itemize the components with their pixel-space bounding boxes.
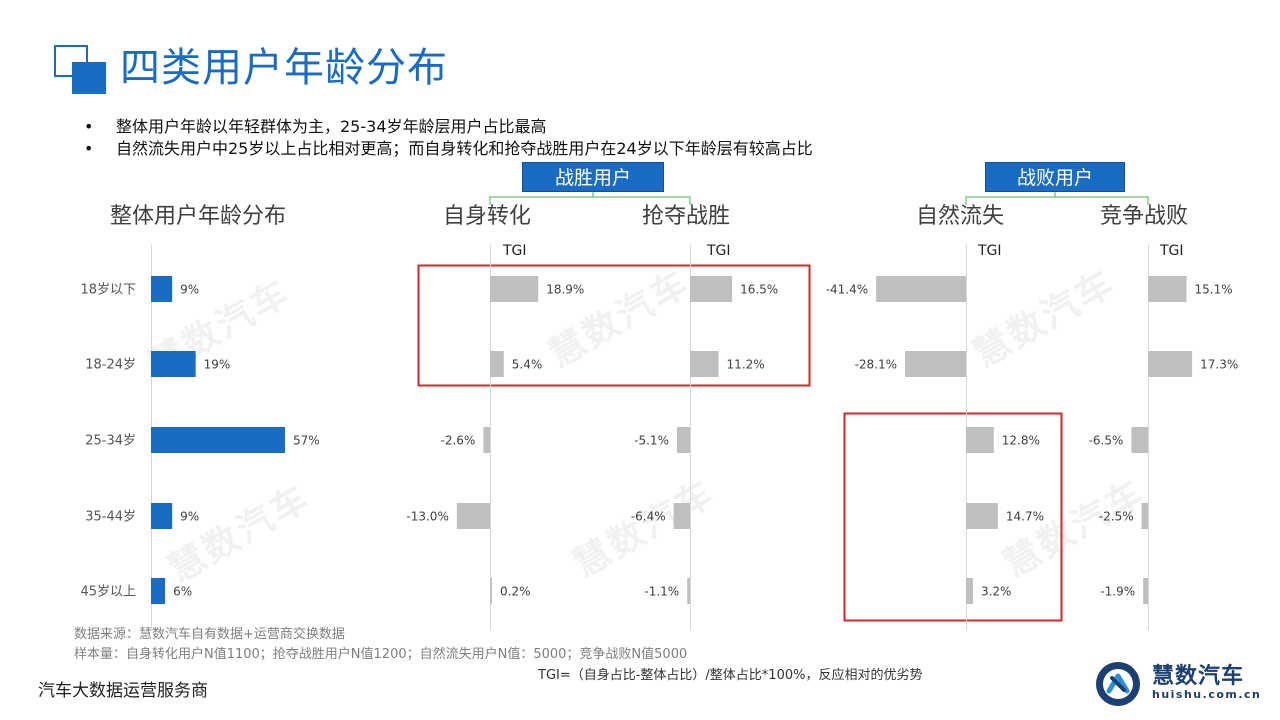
grab-bar xyxy=(690,351,719,377)
chart-title-self: 自身转化 xyxy=(443,204,532,229)
compete-tgi-label: TGI xyxy=(1159,243,1184,259)
compete-data-label: -2.5% xyxy=(1099,510,1134,524)
self-bar xyxy=(483,427,490,453)
group-label-win: 战胜用户 xyxy=(522,162,664,192)
bullet-item: 自然流失用户中25岁以上占比相对更高；而自身转化和抢夺战胜用户在24岁以下年龄层… xyxy=(84,138,813,160)
compete-bar xyxy=(1131,427,1148,453)
bracket-lose xyxy=(965,196,1149,205)
natural-bar xyxy=(966,578,973,604)
compete-data-label: 17.3% xyxy=(1200,358,1238,372)
grab-bar xyxy=(687,578,690,604)
self-data-label: 5.4% xyxy=(512,358,543,372)
overall-data-label: 6% xyxy=(173,585,192,599)
grab-bar xyxy=(690,276,733,302)
grab-tgi-label: TGI xyxy=(706,243,731,259)
category-label: 45岁以上 xyxy=(80,585,136,600)
brand-name: 慧数汽车 xyxy=(1152,664,1245,689)
overall-data-label: 9% xyxy=(180,510,199,524)
overall-bar xyxy=(151,351,196,377)
tgi-formula: TGI=（自身占比-整体占比）/整体占比*100%，反应相对的优劣势 xyxy=(538,668,923,683)
grab-data-label: -5.1% xyxy=(634,434,669,448)
overall-data-label: 9% xyxy=(180,283,199,297)
title-logo-outline xyxy=(54,45,88,77)
self-data-label: -13.0% xyxy=(406,510,448,524)
grab-data-label: 16.5% xyxy=(740,283,778,297)
category-label: 18-24岁 xyxy=(85,358,136,373)
page-title: 四类用户年龄分布 xyxy=(120,45,448,91)
natural-bar xyxy=(966,427,994,453)
overall-bar xyxy=(151,427,285,453)
grab-data-label: 11.2% xyxy=(727,358,765,372)
natural-data-label: -28.1% xyxy=(855,358,897,372)
self-data-label: -2.6% xyxy=(441,434,476,448)
self-bar xyxy=(490,578,492,604)
chart-title-natural: 自然流失 xyxy=(916,204,1005,229)
company-tagline: 汽车大数据运营服务商 xyxy=(38,681,208,701)
summary-bullets: 整体用户年龄以年轻群体为主，25-34岁年龄层用户占比最高 自然流失用户中25岁… xyxy=(84,116,813,160)
natural-data-label: 14.7% xyxy=(1006,510,1044,524)
compete-data-label: -1.9% xyxy=(1100,585,1135,599)
overall-data-label: 57% xyxy=(293,434,320,448)
natural-data-label: 12.8% xyxy=(1002,434,1040,448)
category-label: 35-44岁 xyxy=(85,510,136,525)
brand-url: huishu.com.cn xyxy=(1152,688,1262,701)
category-label: 18岁以下 xyxy=(80,283,136,298)
compete-bar xyxy=(1141,503,1148,529)
natural-tgi-label: TGI xyxy=(977,243,1002,259)
natural-bar xyxy=(905,351,966,377)
self-data-label: 18.9% xyxy=(546,283,584,297)
bracket-win xyxy=(489,196,691,205)
overall-data-label: 19% xyxy=(204,358,231,372)
self-bar xyxy=(456,503,490,529)
compete-bar xyxy=(1148,351,1193,377)
compete-bar xyxy=(1148,276,1187,302)
natural-data-label: 3.2% xyxy=(981,585,1012,599)
natural-bar xyxy=(966,503,998,529)
sample-size-note: 样本量：自身转化用户N值1100；抢夺战胜用户N值1200；自然流失用户N值：5… xyxy=(74,647,688,662)
self-bar xyxy=(490,351,504,377)
overall-bar xyxy=(151,578,166,604)
self-data-label: 0.2% xyxy=(500,585,531,599)
natural-bar xyxy=(876,276,966,302)
chart-title-overall: 整体用户年龄分布 xyxy=(110,204,287,229)
brand-logo-icon xyxy=(1096,662,1140,706)
compete-data-label: 15.1% xyxy=(1195,283,1233,297)
self-tgi-label: TGI xyxy=(502,243,527,259)
title-logo-square xyxy=(72,62,106,94)
highlight-box-win xyxy=(417,264,811,387)
category-label: 25-34岁 xyxy=(85,434,136,449)
compete-bar xyxy=(1143,578,1148,604)
data-source-note: 数据来源：慧数汽车自有数据+运营商交换数据 xyxy=(74,627,345,642)
bullet-item: 整体用户年龄以年轻群体为主，25-34岁年龄层用户占比最高 xyxy=(84,116,813,138)
grab-bar xyxy=(676,427,690,453)
compete-data-label: -6.5% xyxy=(1089,434,1124,448)
group-label-lose: 战败用户 xyxy=(985,162,1125,192)
chart-title-compete: 竞争战败 xyxy=(1100,204,1189,229)
chart-title-grab: 抢夺战胜 xyxy=(642,204,731,229)
overall-bar xyxy=(151,503,173,529)
grab-bar xyxy=(673,503,690,529)
overall-bar xyxy=(151,276,173,302)
highlight-box-lose xyxy=(843,412,1063,622)
grab-data-label: -6.4% xyxy=(631,510,666,524)
natural-data-label: -41.4% xyxy=(826,283,868,297)
grab-data-label: -1.1% xyxy=(644,585,679,599)
self-bar xyxy=(490,276,539,302)
